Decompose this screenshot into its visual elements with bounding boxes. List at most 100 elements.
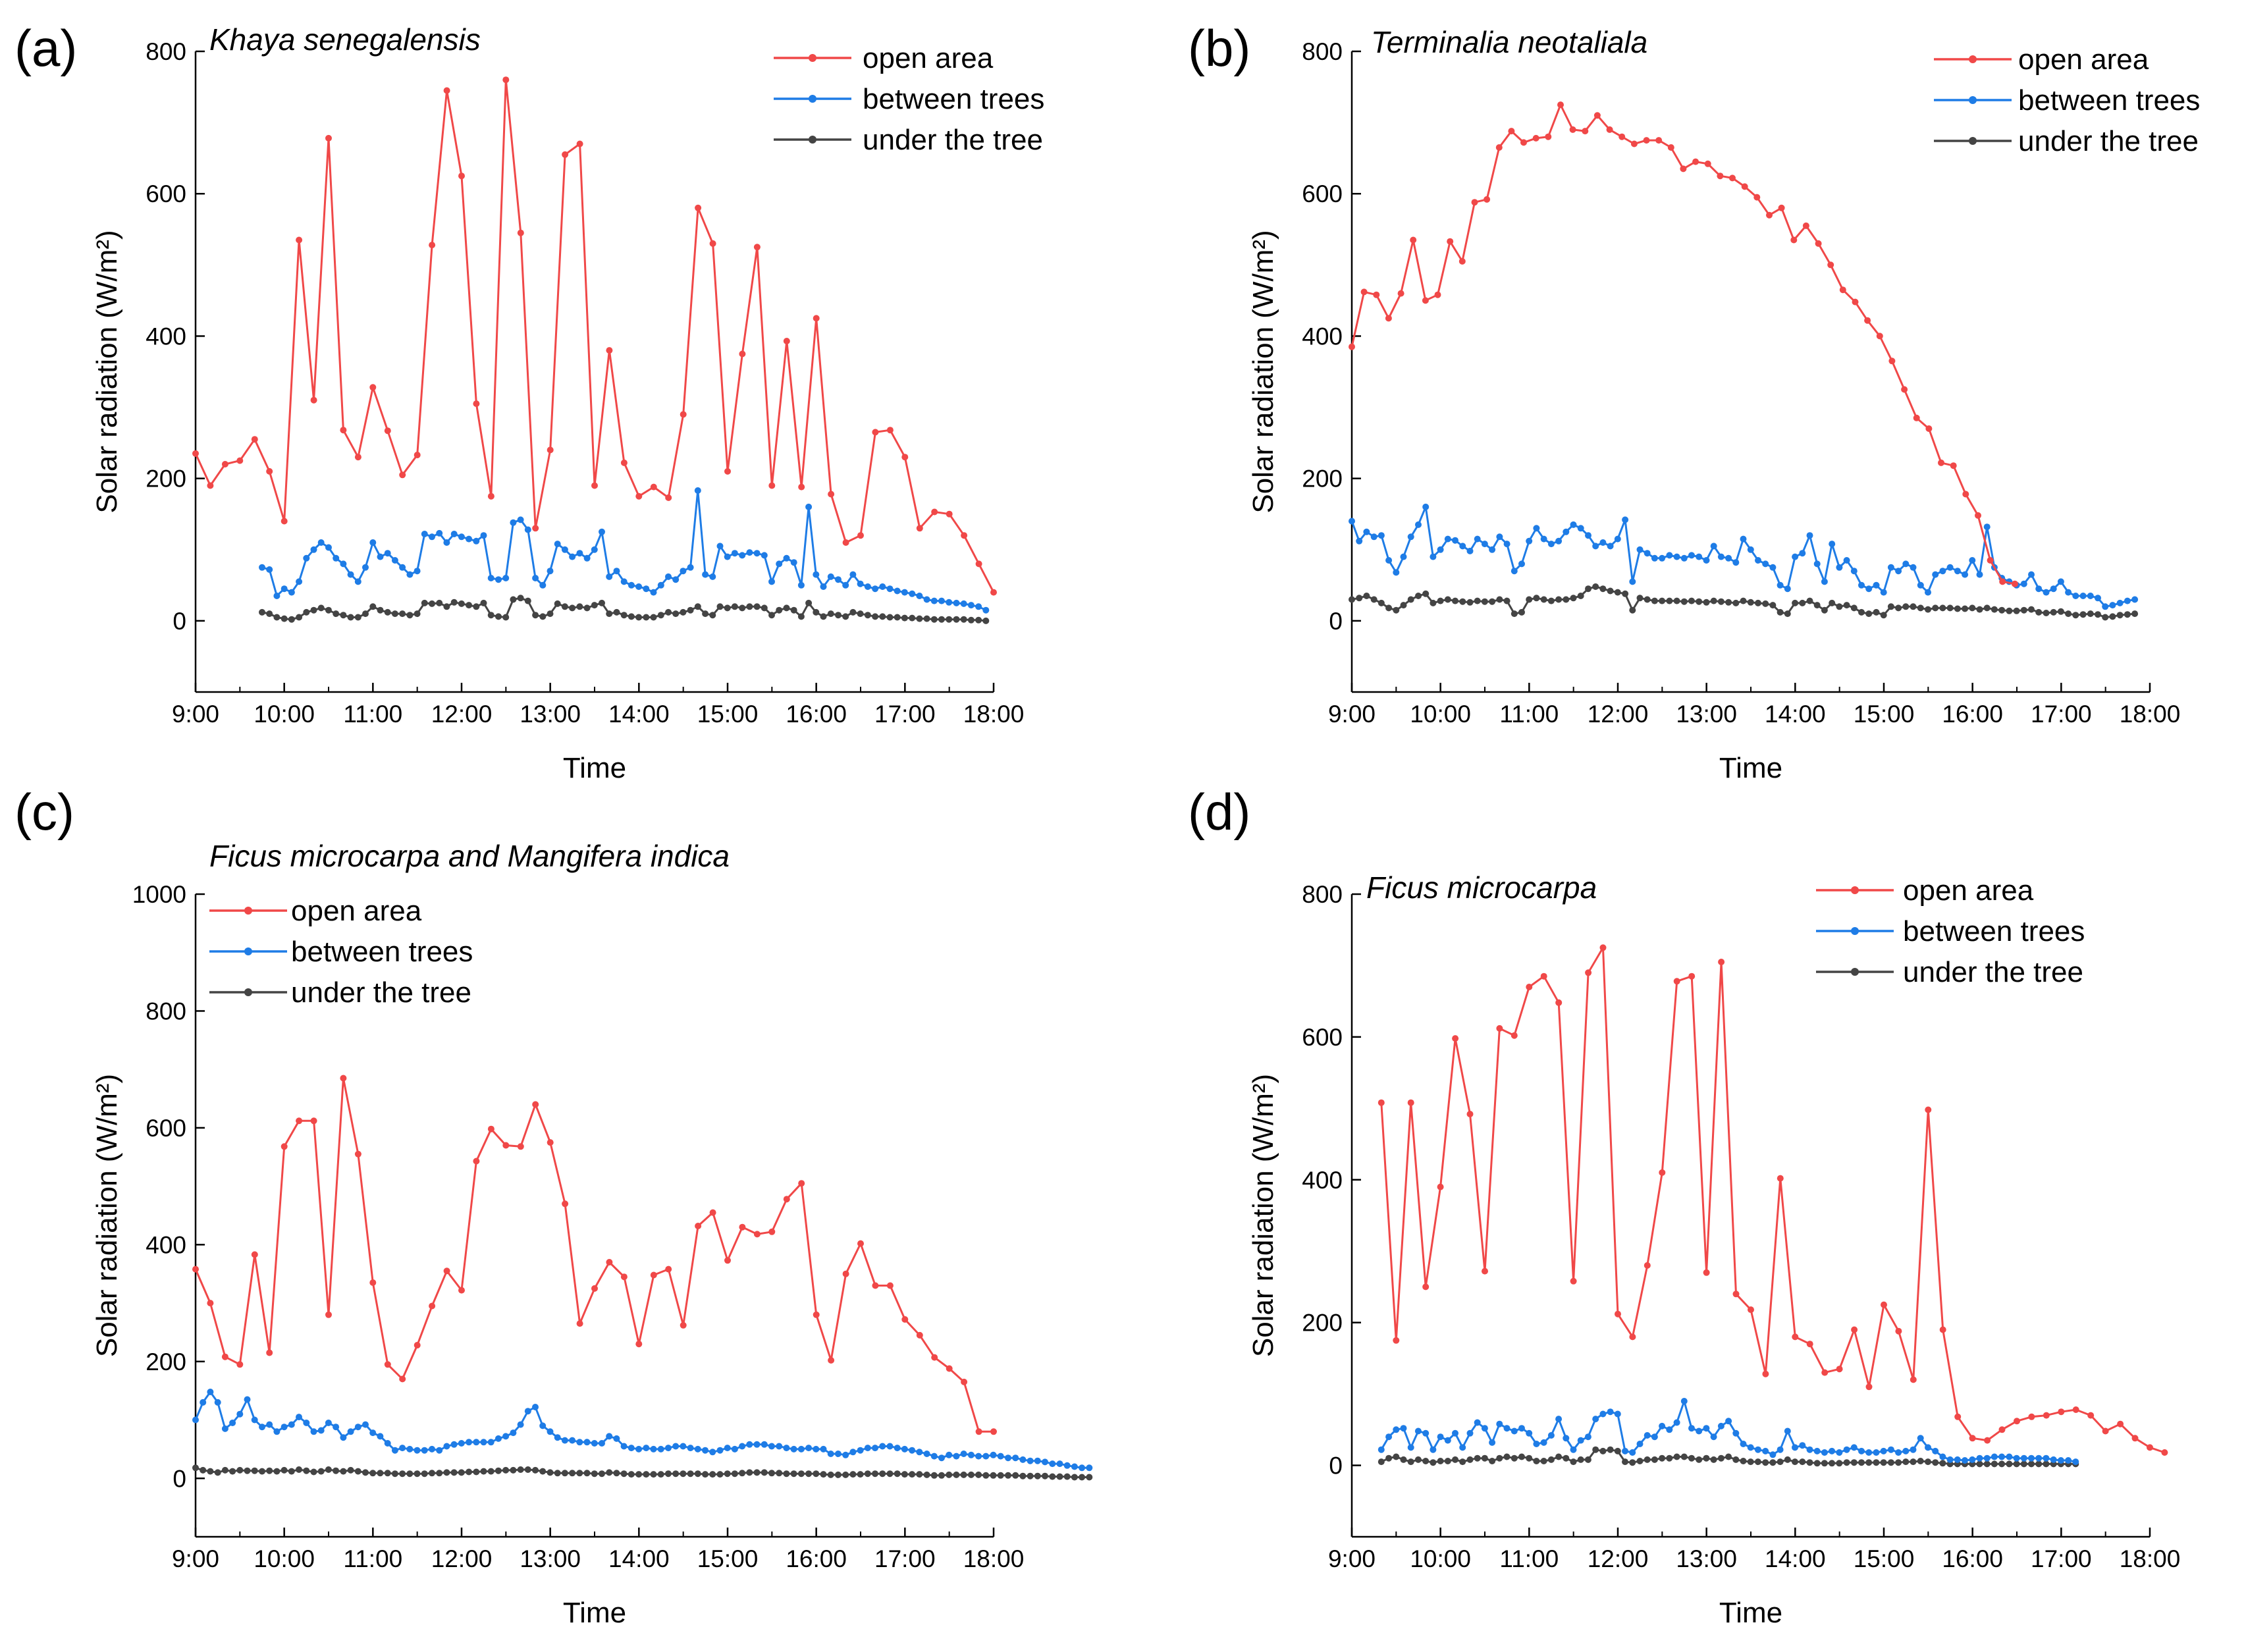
data-point <box>1983 523 1991 531</box>
data-point <box>1917 1458 1924 1464</box>
x-tick-label: 12:00 <box>1588 701 1649 728</box>
data-point <box>1373 291 1380 298</box>
legend-label: between trees <box>291 936 473 968</box>
legend-marker <box>1851 927 1859 935</box>
data-point <box>273 614 281 621</box>
data-point <box>953 1471 960 1478</box>
data-point <box>384 1440 391 1447</box>
x-axis-label: Time <box>1719 1597 1782 1629</box>
data-point <box>923 596 930 603</box>
data-point <box>820 613 827 620</box>
data-point <box>1349 596 1355 603</box>
data-point <box>1481 1454 1488 1462</box>
data-point <box>1511 1427 1518 1435</box>
y-tick-label: 800 <box>146 998 186 1025</box>
data-point <box>909 614 916 622</box>
data-point <box>1643 137 1650 144</box>
y-tick-label: 400 <box>146 323 186 350</box>
data-point <box>1027 1457 1034 1464</box>
data-point <box>347 1466 354 1474</box>
data-point <box>2116 599 2124 606</box>
data-point <box>1983 604 1991 612</box>
data-point <box>1393 1337 1400 1344</box>
data-point <box>946 616 953 623</box>
panel-label: (d) <box>1188 783 1250 841</box>
data-point <box>909 1447 916 1454</box>
legend-marker <box>809 136 816 144</box>
data-point <box>532 525 539 532</box>
data-point <box>1511 1454 1518 1462</box>
data-point <box>340 427 347 434</box>
data-point <box>1622 516 1629 523</box>
data-point <box>591 482 598 489</box>
data-point <box>1655 137 1663 144</box>
data-point <box>554 1434 561 1441</box>
data-point <box>768 1470 775 1477</box>
data-point <box>414 1470 421 1478</box>
legend: open area between trees under the tree <box>1934 43 2200 157</box>
data-point <box>1976 571 1983 578</box>
data-point <box>244 1467 251 1474</box>
data-point <box>487 1468 495 1475</box>
data-point <box>273 1428 281 1435</box>
species-title: Ficus microcarpa <box>1366 870 1597 905</box>
data-point <box>1636 1441 1644 1447</box>
data-point <box>1962 1457 1968 1464</box>
data-point <box>753 1469 761 1476</box>
data-point <box>1508 128 1515 135</box>
data-point <box>347 571 354 578</box>
data-point <box>813 608 820 616</box>
x-tick-label: 16:00 <box>1942 701 2003 728</box>
data-point <box>1584 1456 1591 1463</box>
data-point <box>1540 1439 1547 1446</box>
x-tick-label: 18:00 <box>2120 701 2181 728</box>
data-point <box>266 1349 273 1356</box>
data-point <box>502 1433 510 1440</box>
data-point <box>1555 537 1563 545</box>
data-point <box>1732 1429 1740 1437</box>
data-point <box>1969 1435 1976 1442</box>
data-point <box>1873 608 1880 616</box>
data-point <box>1673 553 1680 560</box>
data-point <box>1991 1453 1998 1460</box>
data-point <box>930 1452 938 1460</box>
data-point <box>450 531 458 537</box>
legend-marker <box>1969 96 1977 104</box>
data-point <box>960 616 967 623</box>
data-point <box>961 1378 968 1385</box>
data-point <box>739 1223 746 1231</box>
data-point <box>473 537 480 545</box>
data-point <box>1570 595 1577 602</box>
data-point <box>872 429 879 436</box>
data-point <box>1802 222 1809 229</box>
y-tick-label: 800 <box>146 38 186 65</box>
data-point <box>709 612 716 619</box>
data-point <box>510 1429 517 1437</box>
data-point <box>2020 1460 2027 1468</box>
x-tick-label: 10:00 <box>1410 701 1471 728</box>
data-point <box>946 1451 953 1458</box>
data-point <box>1651 1456 1658 1463</box>
data-point <box>532 575 539 581</box>
data-point <box>591 1470 598 1478</box>
data-point <box>680 1443 687 1450</box>
data-point <box>1079 1464 1086 1472</box>
data-point <box>1703 1454 1710 1462</box>
data-point <box>473 603 480 610</box>
data-point <box>1503 597 1511 604</box>
data-point <box>1852 298 1859 306</box>
data-point <box>384 608 391 616</box>
data-point <box>1766 211 1773 219</box>
data-point <box>768 482 776 489</box>
data-point <box>591 546 598 553</box>
data-point <box>857 1471 864 1478</box>
data-point <box>643 1445 650 1452</box>
data-point <box>1415 521 1422 528</box>
data-point <box>1747 1444 1754 1451</box>
data-point <box>384 1361 391 1368</box>
data-point <box>561 1470 568 1477</box>
data-point <box>930 616 938 623</box>
data-point <box>1680 598 1688 605</box>
data-point <box>1086 1474 1093 1481</box>
data-point <box>1410 236 1417 244</box>
